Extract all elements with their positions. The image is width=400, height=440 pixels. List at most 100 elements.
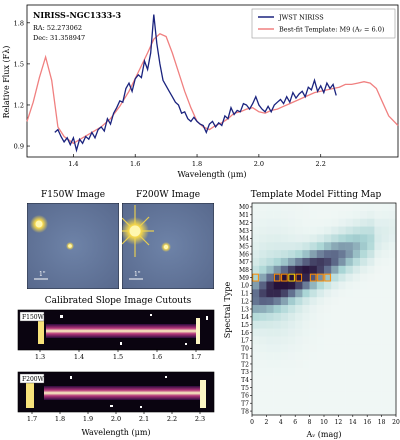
heatmap-cell <box>280 407 289 416</box>
heatmap-cell <box>273 265 282 274</box>
heatmap-cell <box>374 242 382 251</box>
heatmap-cell <box>352 218 361 227</box>
f200w-cutout-label: F200W <box>22 376 45 383</box>
heatmap-ytick-label: M9 <box>239 275 249 282</box>
heatmap-cell <box>367 234 375 243</box>
heatmap-cell <box>252 226 260 235</box>
heatmap-cell <box>280 250 289 259</box>
heatmap-cell <box>280 399 289 408</box>
heatmap-cell <box>367 367 375 377</box>
heatmap-cell <box>352 257 361 267</box>
heatmap-cell <box>288 250 296 259</box>
heatmap-cell <box>273 203 282 212</box>
heatmap-cell <box>381 289 390 298</box>
heatmap-ytick-label: L6 <box>241 330 249 337</box>
heatmap-ytick-label: T8 <box>241 408 249 415</box>
heatmap-cell <box>302 328 310 337</box>
heatmap-cell <box>367 250 375 259</box>
heatmap-cell <box>259 360 267 369</box>
heatmap-cell <box>316 281 325 290</box>
heatmap-cell <box>381 250 390 259</box>
heatmap-cell <box>374 360 382 369</box>
heatmap-cell <box>259 234 267 243</box>
heatmap-cell <box>309 250 318 259</box>
heatmap-cell <box>388 281 397 290</box>
heatmap-cell <box>309 203 318 212</box>
heatmap-cell <box>381 203 390 212</box>
heatmap-cell <box>309 375 318 384</box>
heatmap-ytick-label: L2 <box>241 298 249 305</box>
heatmap-cell <box>316 375 325 384</box>
spectrum-xtick-label: 2.0 <box>254 160 264 168</box>
heatmap-cell <box>345 242 354 251</box>
heatmap-cell <box>352 265 361 274</box>
heatmap-cell <box>388 320 397 329</box>
heatmap-cell <box>288 352 296 361</box>
heatmap-cell <box>252 281 260 290</box>
heatmap-cell <box>316 250 325 259</box>
heatmap-cell <box>352 360 361 369</box>
heatmap-cell <box>352 281 361 290</box>
heatmap-cell <box>324 375 332 384</box>
heatmap-cell <box>252 391 260 400</box>
heatmap-cell <box>259 336 267 345</box>
heatmap-cell <box>374 328 382 337</box>
heatmap-cell <box>302 391 310 400</box>
heatmap-cell <box>295 297 303 306</box>
heatmap-cell <box>295 391 303 400</box>
heatmap-cell <box>374 375 382 384</box>
legend-label-template: Best-fit Template: M9 (Aᵥ = 6.0) <box>279 26 385 34</box>
heatmap-cell <box>259 281 267 290</box>
heatmap-cell <box>352 234 361 243</box>
heatmap-cell <box>280 391 289 400</box>
heatmap-cell <box>252 234 260 243</box>
heatmap-cell <box>374 218 382 227</box>
heatmap-cell <box>338 242 346 251</box>
heatmap-cell <box>259 399 267 408</box>
heatmap-cell <box>266 391 274 400</box>
heatmap-cell <box>331 297 339 306</box>
heatmap-cell <box>295 305 303 314</box>
heatmap-cell <box>388 352 397 361</box>
heatmap-cell <box>295 250 303 259</box>
heatmap-cell <box>331 328 339 337</box>
heatmap-cell <box>381 226 390 235</box>
heatmap-cell <box>259 273 267 282</box>
heatmap-cell <box>273 234 282 243</box>
heatmap-cell <box>266 273 274 282</box>
heatmap-cell <box>374 344 382 353</box>
heatmap-cell <box>338 312 346 322</box>
heatmap-ytick-label: L3 <box>241 306 249 313</box>
heatmap-cell <box>374 257 382 267</box>
heatmap-cell <box>388 250 397 259</box>
heatmap-cell <box>266 344 274 353</box>
heatmap-cell <box>259 344 267 353</box>
heatmap-cell <box>381 218 390 227</box>
spectrum-xlabel: Wavelength (μm) <box>177 170 246 179</box>
spectrum-legend: JWST NIRISS Best-fit Template: M9 (Aᵥ = … <box>251 8 396 39</box>
heatmap-cell <box>367 391 375 400</box>
heatmap-cell <box>338 297 346 306</box>
heatmap-cell <box>360 344 368 353</box>
heatmap-cell <box>252 399 260 408</box>
heatmap-cell <box>338 336 346 345</box>
heatmap-cell <box>352 344 361 353</box>
heatmap-cell <box>288 257 296 267</box>
heatmap-xtick-label: 12 <box>335 419 343 426</box>
heatmap-cell <box>259 367 267 377</box>
heatmap-cell <box>338 265 346 274</box>
heatmap-cell <box>345 265 354 274</box>
heatmap-ytick-label: M3 <box>239 228 249 235</box>
heatmap-cell <box>388 257 397 267</box>
heatmap-cell <box>266 367 274 377</box>
heatmap-cell <box>381 297 390 306</box>
heatmap-cell <box>273 289 282 298</box>
heatmap-ytick-label: T2 <box>241 361 249 368</box>
heatmap-cell <box>273 305 282 314</box>
heatmap-ylabel: Spectral Type <box>223 282 232 339</box>
heatmap-cell <box>374 250 382 259</box>
heatmap-cell <box>259 328 267 337</box>
heatmap-cell <box>331 250 339 259</box>
f200w-image: 1" <box>122 203 214 289</box>
heatmap-cell <box>345 328 354 337</box>
